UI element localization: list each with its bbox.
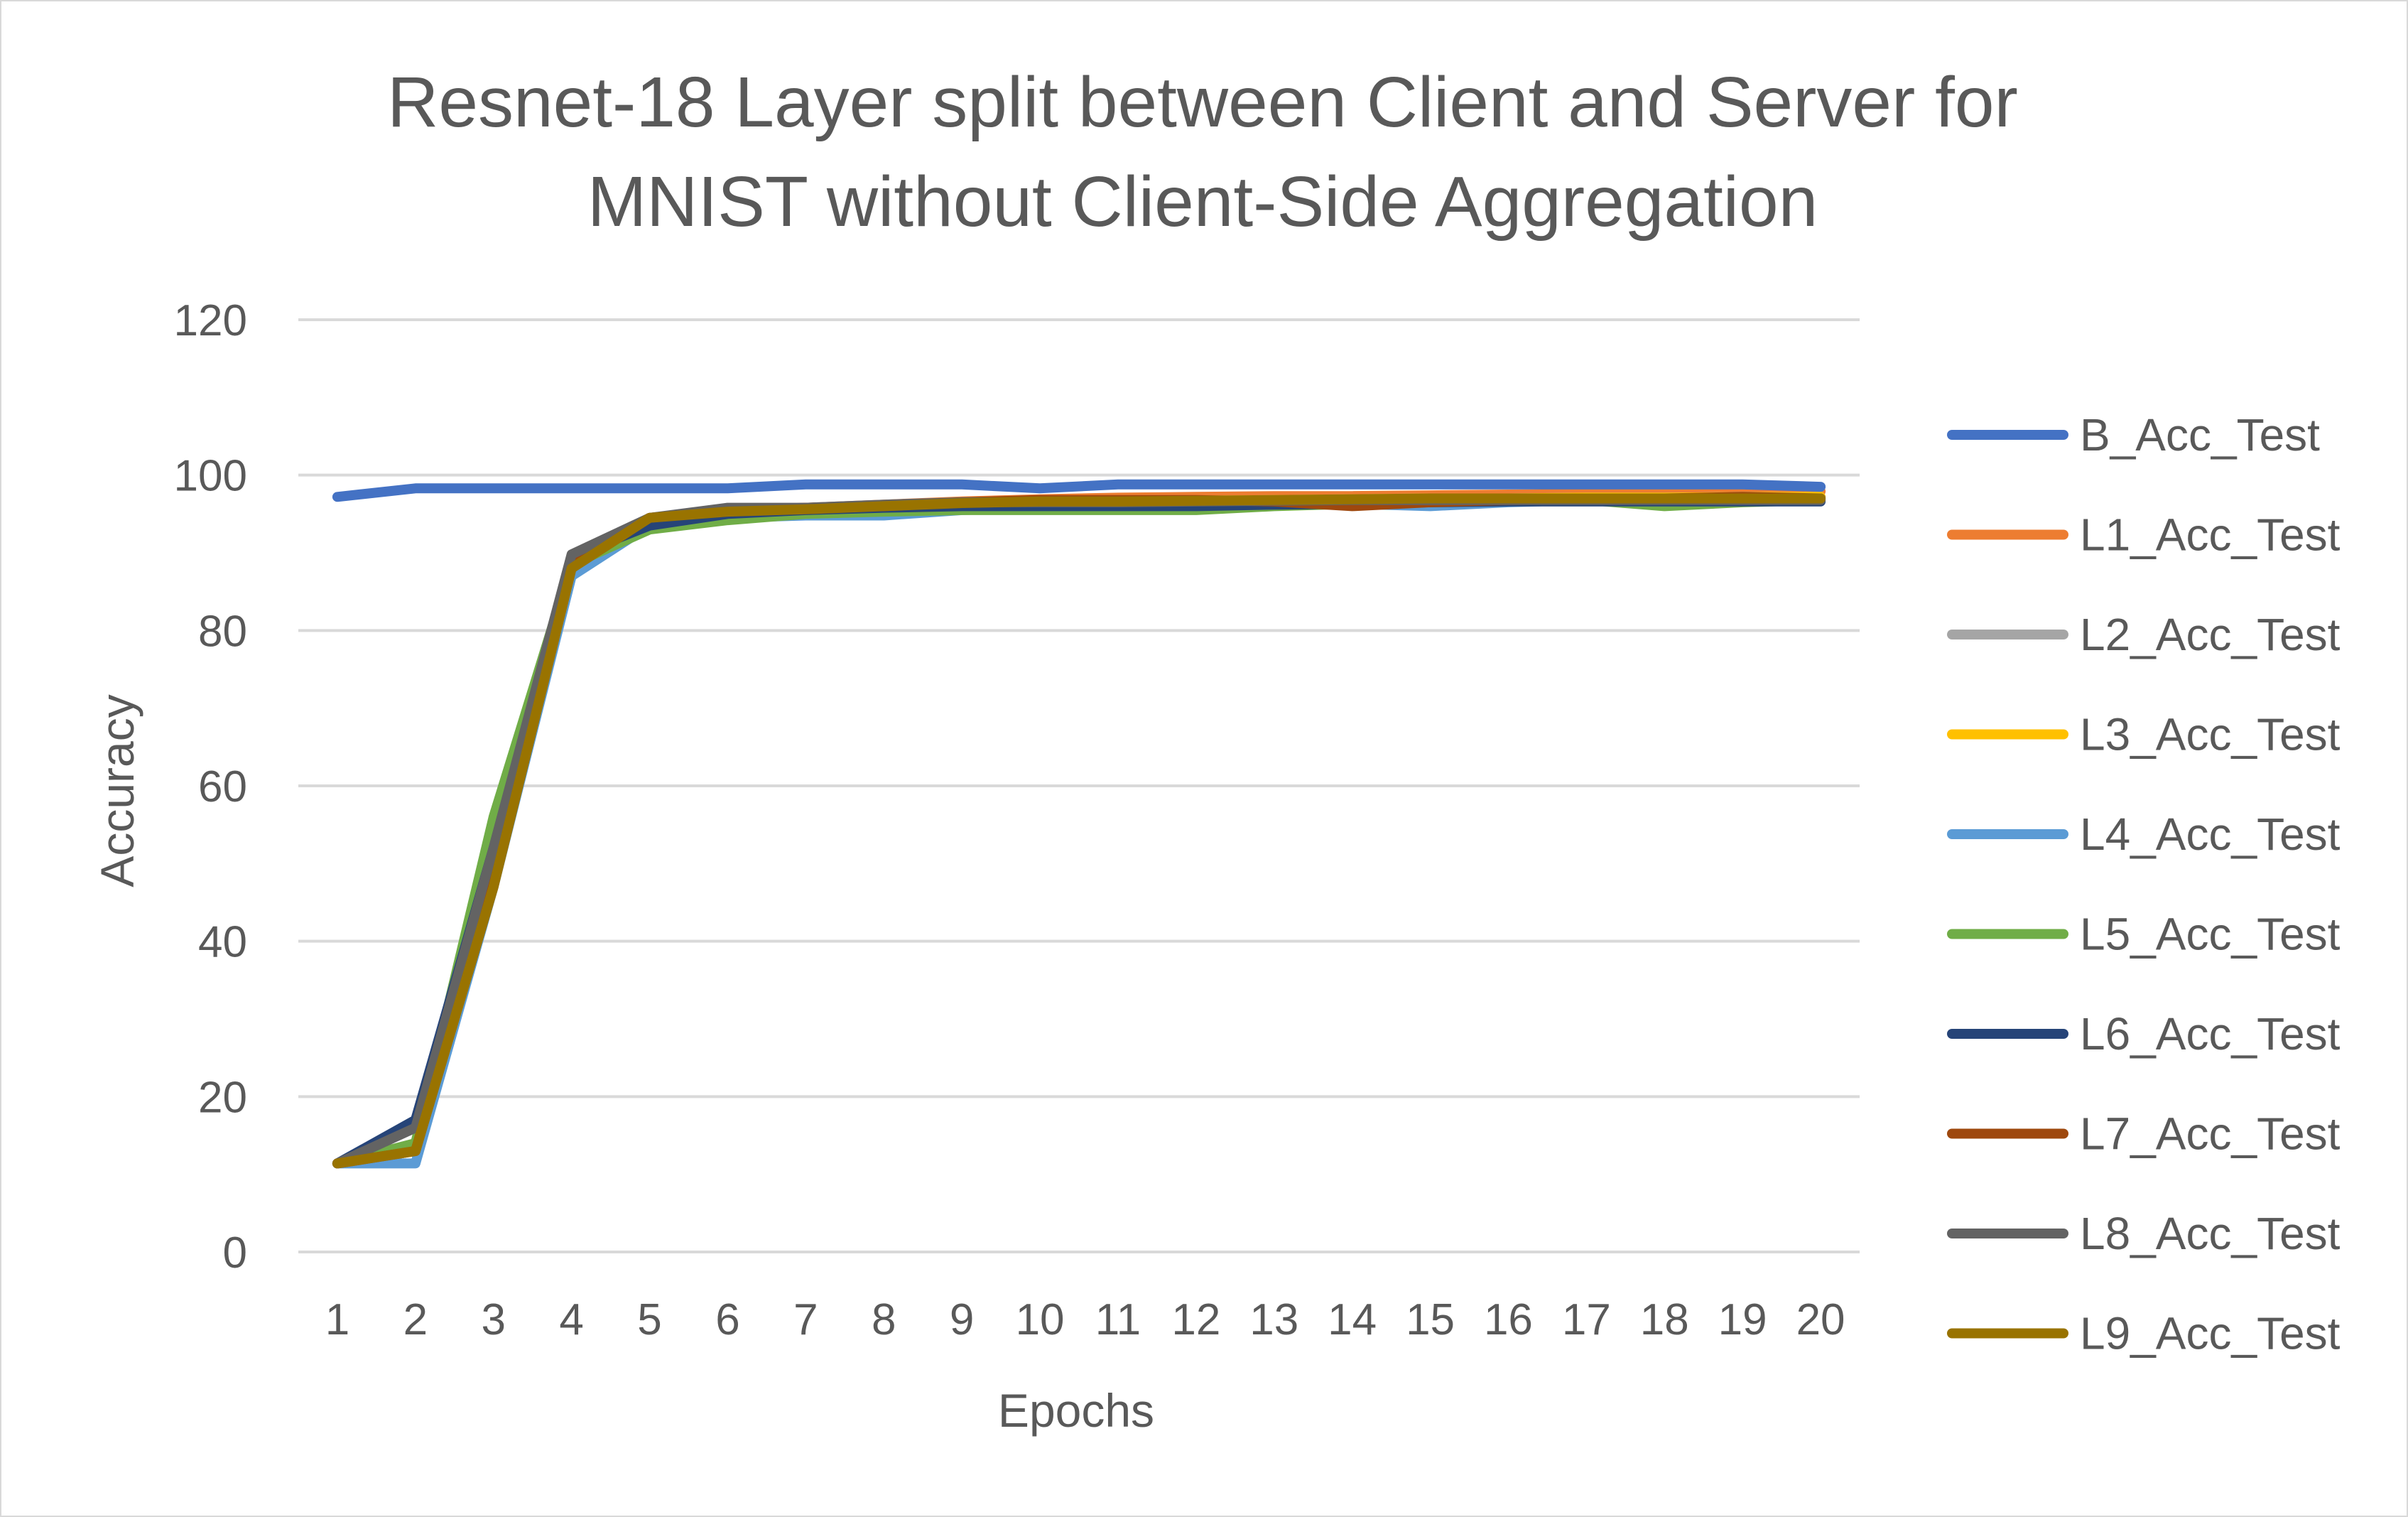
y-tick-label: 120 bbox=[174, 296, 247, 345]
gridlines bbox=[298, 318, 1860, 1253]
legend-label-l9-acc-test: L9_Acc_Test bbox=[2080, 1308, 2341, 1359]
x-tick-label: 9 bbox=[950, 1295, 974, 1344]
legend-label-b-acc-test: B_Acc_Test bbox=[2080, 409, 2320, 460]
x-tick-label: 18 bbox=[1640, 1295, 1689, 1344]
x-tick-label: 10 bbox=[1016, 1295, 1065, 1344]
legend-label-l1-acc-test: L1_Acc_Test bbox=[2080, 509, 2341, 561]
legend: B_Acc_Test L1_Acc_Test L2_Acc_Test L3_Acc_T… bbox=[1947, 409, 2341, 1359]
x-tick-label: 14 bbox=[1328, 1295, 1377, 1344]
x-tick-label: 5 bbox=[637, 1295, 661, 1344]
chart-title-line-2: MNIST without Client-Side Aggregation bbox=[587, 162, 1818, 242]
series-lines bbox=[332, 479, 1826, 1169]
legend-label-l3-acc-test: L3_Acc_Test bbox=[2080, 709, 2341, 760]
x-axis-title: Epochs bbox=[998, 1384, 1154, 1437]
legend-label-l7-acc-test: L7_Acc_Test bbox=[2080, 1108, 2341, 1160]
y-tick-label: 20 bbox=[198, 1073, 247, 1122]
chart-title-line-1: Resnet-18 Layer split between Client and… bbox=[387, 63, 2018, 142]
x-tick-label: 2 bbox=[403, 1295, 428, 1344]
x-tick-label: 6 bbox=[715, 1295, 739, 1344]
x-tick-label: 7 bbox=[793, 1295, 818, 1344]
legend-label-l2-acc-test: L2_Acc_Test bbox=[2080, 609, 2341, 660]
x-tick-label: 15 bbox=[1406, 1295, 1455, 1344]
x-tick-label: 11 bbox=[1095, 1295, 1141, 1344]
y-tick-label: 100 bbox=[174, 452, 247, 501]
x-tick-label: 1 bbox=[325, 1295, 349, 1344]
x-axis-tick-labels: 1 2 3 4 5 6 7 8 9 10 11 12 13 14 15 16 17 18 19 20 bbox=[325, 1295, 1845, 1344]
x-tick-label: 8 bbox=[872, 1295, 896, 1344]
x-tick-label: 12 bbox=[1171, 1295, 1220, 1344]
y-tick-label: 80 bbox=[198, 607, 247, 656]
legend-label-l8-acc-test: L8_Acc_Test bbox=[2080, 1208, 2341, 1259]
series-line-l9-acc-test bbox=[332, 493, 1826, 1169]
y-tick-label: 0 bbox=[223, 1229, 247, 1278]
x-tick-label: 20 bbox=[1796, 1295, 1845, 1344]
legend-label-l4-acc-test: L4_Acc_Test bbox=[2080, 809, 2341, 860]
legend-label-l5-acc-test: L5_Acc_Test bbox=[2080, 909, 2341, 960]
y-axis-title: Accuracy bbox=[91, 694, 143, 887]
y-tick-label: 60 bbox=[198, 762, 247, 811]
x-tick-label: 13 bbox=[1249, 1295, 1298, 1344]
x-tick-label: 3 bbox=[482, 1295, 506, 1344]
x-tick-label: 16 bbox=[1484, 1295, 1533, 1344]
x-tick-label: 17 bbox=[1562, 1295, 1611, 1344]
series-line-b-acc-test bbox=[332, 479, 1826, 502]
legend-label-l6-acc-test: L6_Acc_Test bbox=[2080, 1008, 2341, 1059]
y-tick-label: 40 bbox=[198, 918, 247, 967]
x-tick-label: 19 bbox=[1718, 1295, 1767, 1344]
y-axis-tick-labels: 0 20 40 60 80 100 120 bbox=[174, 296, 247, 1278]
x-tick-label: 4 bbox=[559, 1295, 583, 1344]
